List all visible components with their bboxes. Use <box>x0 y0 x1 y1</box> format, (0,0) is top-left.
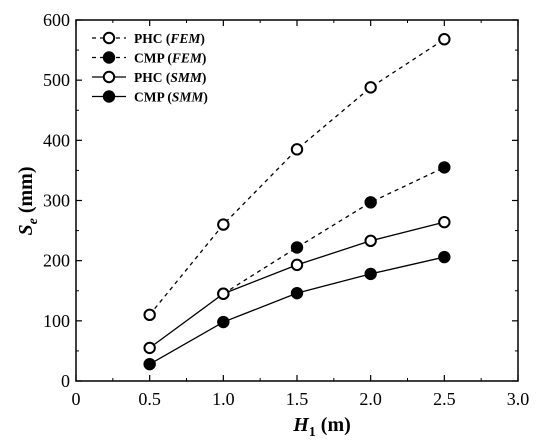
data-point-phc-fem-1 <box>217 218 230 231</box>
x-tick-label-1-0: 1.0 <box>212 389 235 409</box>
legend-label-main: PHC ( <box>134 31 171 46</box>
y-tick-label-600: 600 <box>43 10 70 30</box>
data-point-cmp-fem-1-5 <box>290 241 304 254</box>
x-tick-label-1-5: 1.5 <box>286 389 309 409</box>
legend-marker-phc-smm <box>102 70 116 84</box>
data-point-phc-smm-0-5 <box>143 341 156 355</box>
data-point-phc-smm-1-5 <box>290 258 304 272</box>
y-axis-title-main: S <box>15 224 37 235</box>
data-point-phc-fem-2-5 <box>438 33 451 46</box>
legend-label-close: ) <box>202 51 207 66</box>
legend-label-phc-smm: PHC (SMM) <box>134 70 206 85</box>
legend-label-close: ) <box>202 70 207 85</box>
data-point-cmp-smm-2 <box>364 267 377 281</box>
x-tick-label-2-5: 2.5 <box>433 389 456 409</box>
data-point-cmp-fem-2 <box>364 196 377 209</box>
y-axis-title-sub: e <box>26 218 41 224</box>
x-tick-label-2-0: 2.0 <box>359 389 382 409</box>
x-tick-label-3-0: 3.0 <box>507 389 530 409</box>
data-point-cmp-smm-2-5 <box>438 250 451 264</box>
series-line-cmp-fem <box>222 166 445 295</box>
legend-label-close: ) <box>200 31 205 46</box>
legend-label-method: SMM <box>172 90 205 105</box>
data-point-cmp-smm-1 <box>217 315 230 329</box>
data-point-phc-fem-0-5 <box>143 308 156 322</box>
y-tick-label-400: 400 <box>43 130 70 150</box>
y-tick-label-500: 500 <box>43 70 70 90</box>
legend-label-cmp-fem: CMP (FEM) <box>134 51 206 66</box>
legend-marker-phc-fem <box>102 31 116 45</box>
data-point-phc-smm-2-5 <box>438 215 451 229</box>
legend-marker-cmp-smm <box>102 90 116 103</box>
legend-marker-cmp-fem <box>102 51 116 64</box>
legend-label-method: SMM <box>170 70 203 85</box>
data-point-phc-smm-1 <box>217 287 230 300</box>
y-tick-label-300: 300 <box>43 191 70 211</box>
legend-label-main: CMP ( <box>134 90 172 105</box>
y-axis-title: Se (mm) <box>15 167 41 236</box>
data-point-phc-smm-2 <box>364 234 377 248</box>
data-point-cmp-smm-1-5 <box>290 286 304 300</box>
legend-label-main: CMP ( <box>134 51 172 66</box>
y-tick-label-200: 200 <box>43 251 70 271</box>
legend-label-main: PHC ( <box>134 70 171 85</box>
legend-label-close: ) <box>203 90 208 105</box>
y-tick-label-0: 0 <box>61 371 70 391</box>
legend-label-method: FEM <box>171 51 203 66</box>
data-point-phc-fem-2 <box>364 81 377 94</box>
legend-label-phc-fem: PHC (FEM) <box>134 31 205 46</box>
x-axis-title-sub: 1 <box>309 425 316 440</box>
y-axis-title-unit: (mm) <box>15 167 37 219</box>
x-tick-label-0-5: 0.5 <box>138 389 161 409</box>
legend-label-cmp-smm: CMP (SMM) <box>134 90 208 105</box>
x-tick-label-0: 0 <box>72 389 81 409</box>
series-line-phc-smm <box>149 221 445 349</box>
data-point-cmp-fem-2-5 <box>438 161 451 174</box>
legend-label-method: FEM <box>169 31 201 46</box>
series-line-cmp-smm <box>149 256 445 365</box>
series-line-phc-fem <box>149 38 445 316</box>
data-point-cmp-smm-0-5 <box>143 357 156 371</box>
x-axis-title: H1 (m) <box>292 414 351 440</box>
legend: PHC (FEM)CMP (FEM)PHC (SMM)CMP (SMM) <box>92 31 208 105</box>
x-axis-title-unit: (m) <box>316 414 351 436</box>
y-tick-label-100: 100 <box>43 311 70 331</box>
x-axis-title-main: H <box>292 414 310 436</box>
data-point-phc-fem-1-5 <box>290 143 304 156</box>
